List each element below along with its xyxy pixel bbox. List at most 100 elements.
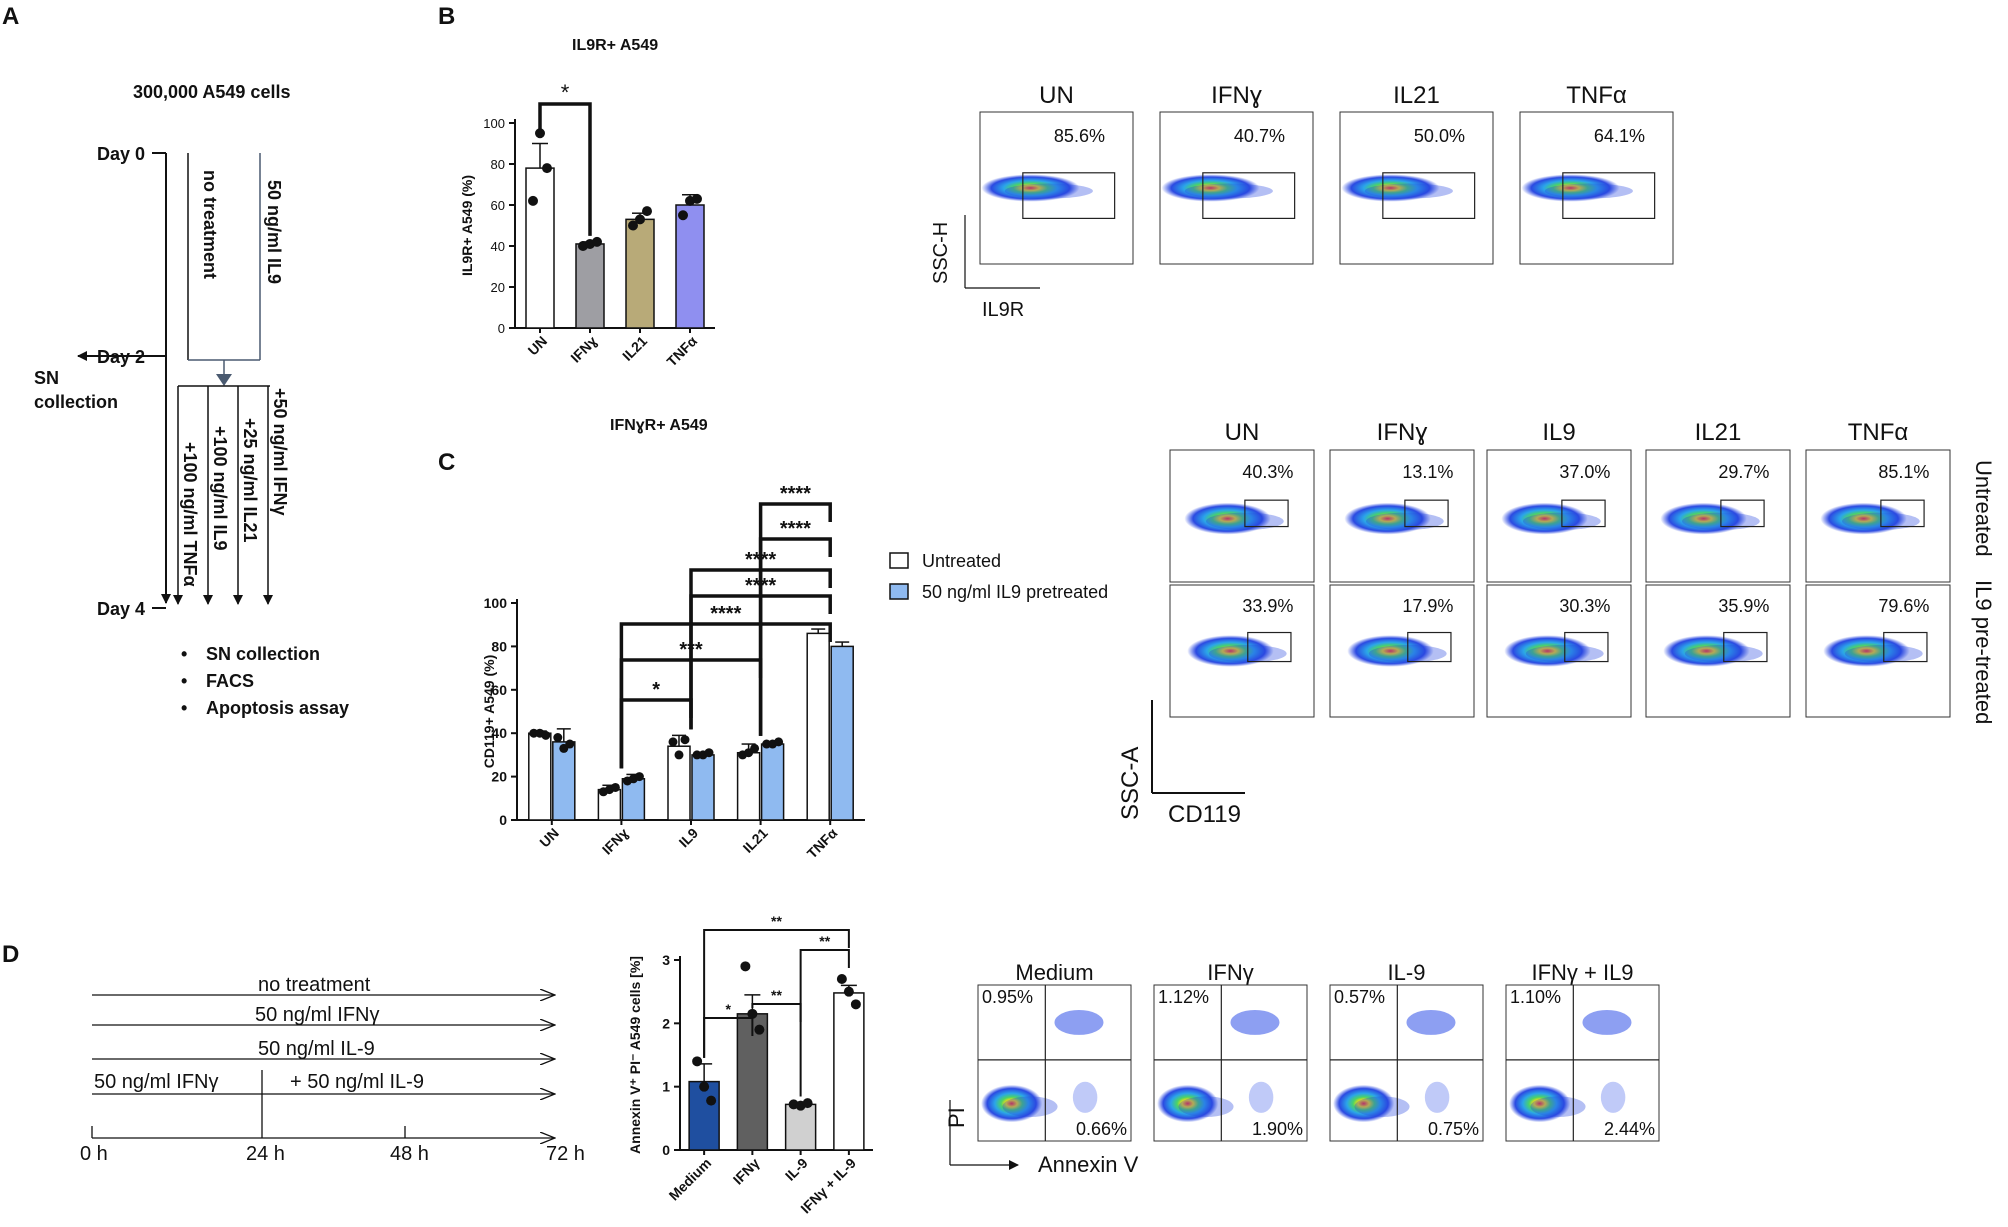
flow-b-title-ifn: IFNɣ — [1211, 82, 1262, 109]
chart-d-sig-label-1: ** — [771, 987, 782, 1003]
chart-d-ytick-label-0: 0 — [662, 1142, 670, 1158]
chart-d-bar-ifn-il-9 — [833, 992, 865, 1151]
chart-b-title: IL9R+ A549 — [572, 37, 658, 54]
chart-c-point-0-2-0 — [668, 737, 678, 747]
chart-c-sig-label-5: **** — [780, 518, 811, 540]
chart-d-ylabel: Annexin V⁺ PI⁻ A549 cells [%] — [627, 956, 643, 1154]
flow-c-pretreated-2-density — [1504, 635, 1591, 667]
flow-d-lr-percent-1: 1.90% — [1252, 1119, 1303, 1139]
flow-d-title-il-9: IL-9 — [1388, 960, 1426, 985]
chart-c-point-1-0-2 — [565, 739, 575, 749]
chart-d-point-0-0 — [692, 1056, 703, 1067]
chart-d-point-0-2 — [706, 1095, 717, 1106]
chart-c-sig-label-6: **** — [780, 483, 811, 505]
chart-c-sig-bracket-6 — [758, 502, 832, 736]
chart-b-bar-il21 — [625, 218, 655, 329]
flow-c-pretreated-1-density — [1347, 635, 1434, 667]
flow-b-axes-arrow — [964, 215, 1040, 289]
chart-c-bar-50-ng-ml-il9-pretreated-tnf — [830, 645, 854, 821]
day-0-label: Day 0 — [97, 144, 145, 164]
timeline-label-ifng: 50 ng/ml IFNγ — [255, 1004, 379, 1026]
flow-c-pretreated-2-gate — [1564, 631, 1609, 663]
flow-b-plot-1-density-tail — [1184, 183, 1273, 199]
chart-b-ylabel: IL9R+ A549 (%) — [459, 175, 475, 276]
flow-c-title-il21: IL21 — [1695, 419, 1742, 446]
chart-d-ytick-label-1: 1 — [662, 1079, 670, 1095]
chart-c-ylabel: CD119+ A549 (%) — [481, 655, 497, 768]
flow-b-plot-3-density-tail — [1544, 183, 1633, 199]
chart-b-ytick-label-0: 0 — [498, 321, 505, 336]
flow-c-untreated-2-gate — [1561, 499, 1606, 528]
chart-b-point-3-2 — [692, 193, 702, 204]
chart-c-point-1-3-2 — [774, 737, 784, 747]
flow-b-plot-2-density-tail — [1364, 183, 1453, 199]
treatment-label-il21: +25 ng/ml IL21 — [240, 418, 260, 543]
flow-c-pretreated-4-density — [1823, 635, 1910, 667]
chart-b-ytick-label-2: 40 — [491, 239, 505, 254]
panel-b: B IL9R+ A549 0 20 40 60 80 100 IL9R+ A549 (%) U… — [438, 3, 1674, 369]
chart-d-sig-label-3: ** — [771, 913, 782, 929]
flow-b-title-tnf: TNFα — [1566, 82, 1627, 109]
chart-b-ytick-label-1: 20 — [491, 280, 505, 295]
flow-c-pretreated-percent-0: 33.9% — [1242, 596, 1293, 616]
flow-b-percent-2: 50.0% — [1414, 126, 1465, 146]
flow-c-untreated-percent-2: 37.0% — [1559, 462, 1610, 482]
chart-c-point-1-0-0 — [553, 733, 563, 743]
flow-c-pretreated-4-gate — [1883, 631, 1928, 663]
flow-d-plot-2-density — [1333, 1084, 1395, 1123]
chart-d-cat-label-il-9: IL-9 — [782, 1155, 811, 1184]
treatment-label-tnfa: +100 ng/ml TNFα — [180, 442, 200, 587]
flow-d-plot-1-density-tail — [1178, 1096, 1234, 1117]
panel-label-d: D — [2, 941, 19, 968]
assay-bullet-2: • — [181, 671, 187, 691]
flow-c-ylabel: SSC-A — [1117, 747, 1144, 820]
chart-d-point-3-0 — [836, 974, 847, 984]
flow-d-title-ifn-il9: IFNγ + IL9 — [1531, 960, 1633, 985]
chart-d-point-3-2 — [850, 999, 861, 1010]
chart-b-point-2-2 — [642, 206, 652, 217]
flow-d-title-medium: Medium — [1015, 960, 1093, 985]
flow-d-xlabel: Annexin V — [1038, 1152, 1139, 1177]
assay-apoptosis: Apoptosis assay — [206, 698, 349, 718]
flow-d-plot-0-density-tail — [1002, 1096, 1058, 1117]
chart-d-cat-label-medium: Medium — [666, 1155, 715, 1204]
chart-d-sig-label-0: * — [726, 1001, 732, 1017]
flow-b-plot-1-density — [1161, 174, 1260, 202]
timeline-tick-label-0h: 0 h — [80, 1143, 108, 1165]
flow-d-plot-3-density-tail — [1530, 1096, 1586, 1117]
legend-label-pretreated: 50 ng/ml IL9 pretreated — [922, 582, 1108, 602]
legend-swatch-pretreated — [889, 583, 909, 600]
chart-c-point-0-2-1 — [674, 750, 684, 760]
sn-label: SN — [34, 368, 59, 388]
flow-b-plot-2-density — [1341, 174, 1440, 202]
flow-d-plot-3-q2-cloud — [1582, 1009, 1632, 1035]
chart-c-cat-label-il21: IL21 — [740, 825, 771, 856]
legend-label-untreated: Untreated — [922, 551, 1001, 571]
chart-c-ytick-label-0: 0 — [499, 812, 507, 828]
chart-d: 0 1 2 3 Annexin V⁺ PI⁻ A549 cells [%] Medium I… — [627, 913, 873, 1216]
chart-c: 0 20 40 60 80 100 CD119+ A549 (%) UN IFNɣ IL9 IL21… — [481, 483, 865, 861]
legend-swatch-untreated — [889, 552, 909, 569]
chart-d-ytick-label-3: 3 — [662, 952, 670, 968]
flow-c-plots: UN 40.3% 33.9% IFNɣ 13.1% 17.9% IL9 37.0% 30.3% I… — [1169, 419, 1951, 718]
panel-a-title: 300,000 A549 cells — [133, 82, 290, 102]
panel-label-c: C — [438, 449, 455, 476]
flow-c-untreated-percent-4: 85.1% — [1878, 462, 1929, 482]
chart-b-point-0-0 — [528, 195, 538, 206]
timeline-d: no treatment 50 ng/ml IFNγ 50 ng/ml IL-9… — [80, 974, 585, 1165]
flow-c-untreated-1-gate — [1404, 499, 1449, 528]
chart-c-ytick-label-3: 60 — [491, 682, 507, 698]
chart-c-point-0-2-2 — [680, 735, 690, 745]
row-label-pretreated: IL9 pre-treated — [1971, 580, 1996, 724]
chart-c-bar-untreated-un — [528, 732, 552, 821]
flow-d-plot-2-q2-cloud — [1406, 1009, 1456, 1035]
chart-b-point-1-2 — [592, 236, 602, 247]
flow-d-plot-2-density-tail — [1354, 1096, 1410, 1117]
flow-c-pretreated-3-density — [1663, 635, 1750, 667]
flow-c-untreated-3-gate — [1720, 499, 1765, 528]
day-4-label: Day 4 — [97, 599, 145, 619]
chart-c-bar-50-ng-ml-il9-pretreated-un — [552, 741, 576, 821]
assay-bullet-1: • — [181, 644, 187, 664]
branch-right-label: 50 ng/ml IL9 — [264, 180, 284, 284]
